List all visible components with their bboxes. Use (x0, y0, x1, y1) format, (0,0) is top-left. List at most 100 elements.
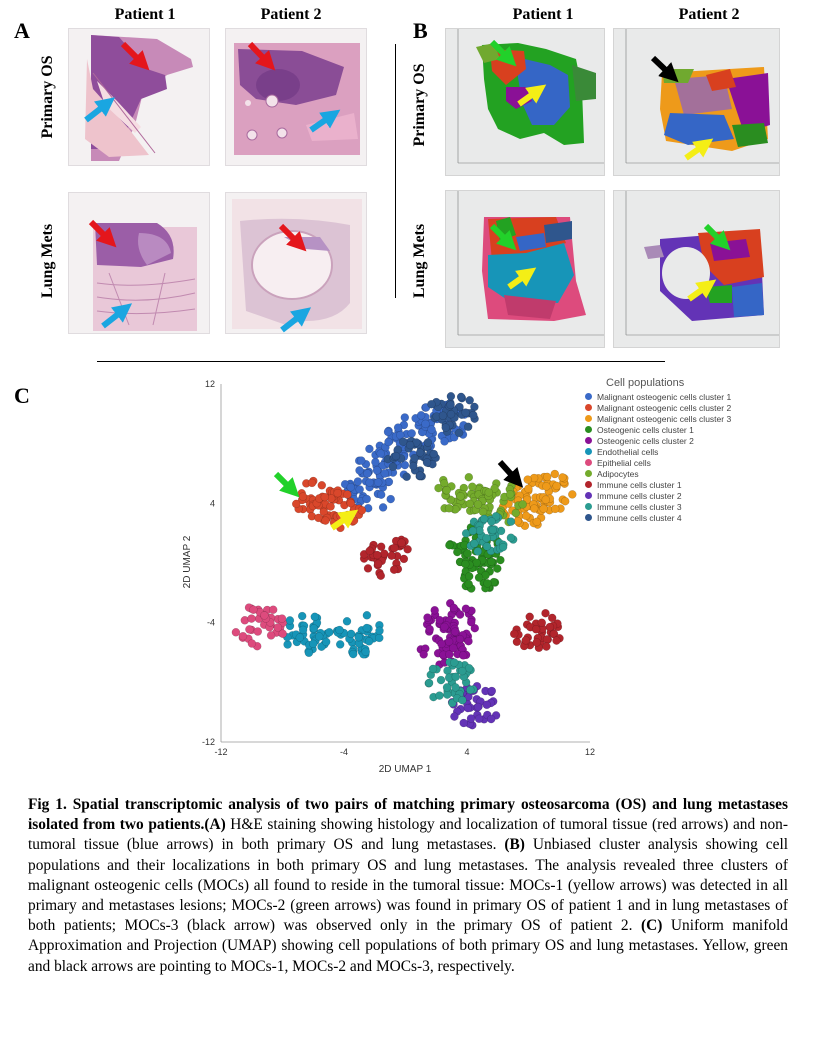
umap-point (346, 482, 356, 492)
umap-point (386, 494, 395, 504)
umap-point (545, 622, 555, 632)
umap-point (449, 643, 458, 653)
umap-point (376, 490, 386, 499)
red-arrow (88, 219, 117, 248)
umap-point (456, 392, 466, 402)
umap-point (314, 632, 324, 641)
caption-b-text: Unbiased cluster analysis showing cell p… (28, 836, 788, 935)
umap-point (402, 472, 411, 482)
spatial-plot-patient2-primary (613, 28, 780, 176)
umap-point (342, 617, 352, 626)
umap-point (321, 637, 331, 647)
panel-a-arrows (84, 41, 341, 333)
umap-point (260, 611, 269, 620)
umap-point (435, 691, 444, 700)
umap-point (268, 605, 278, 614)
umap-point (376, 542, 386, 551)
red-arrow (278, 223, 307, 252)
umap-point (415, 448, 425, 457)
caption-title: Fig 1. Spatial transcriptomic analysis o… (28, 796, 788, 834)
umap-point (247, 639, 257, 648)
umap-point (365, 546, 374, 556)
umap-point (511, 508, 521, 518)
umap-point (446, 409, 456, 419)
umap-point (521, 636, 531, 645)
umap-point (470, 623, 480, 633)
umap-point (231, 628, 241, 637)
legend-swatch (585, 470, 592, 478)
umap-point (531, 625, 541, 634)
umap-point (346, 629, 356, 639)
umap-point (454, 428, 464, 438)
umap-point (273, 623, 283, 632)
caption-a-label: (A) (204, 816, 226, 834)
umap-point (247, 614, 256, 623)
umap-point (423, 613, 432, 622)
umap-point (449, 603, 459, 613)
umap-point (487, 557, 496, 566)
legend-item: Adipocytes (585, 469, 765, 480)
green-arrow (273, 471, 300, 498)
umap-point (479, 514, 489, 524)
umap-point (461, 408, 470, 417)
umap-point (438, 411, 448, 420)
umap-point (446, 400, 455, 410)
umap-point (389, 565, 399, 574)
green-arrow (489, 223, 517, 251)
umap-point (524, 484, 533, 493)
legend-label: Osteogenic cells cluster 2 (597, 436, 694, 446)
legend-label: Osteogenic cells cluster 1 (597, 425, 694, 435)
umap-point (362, 494, 371, 504)
umap-point (451, 683, 460, 692)
umap-point (419, 650, 428, 659)
umap-point (552, 481, 561, 491)
umap-point (506, 533, 516, 542)
yellow-arrow (684, 138, 714, 161)
umap-x-tick-label: -12 (214, 747, 227, 757)
umap-point (295, 633, 305, 642)
umap-point (488, 525, 498, 535)
yellow-arrow (330, 509, 359, 531)
umap-point (482, 533, 491, 543)
umap-point (451, 672, 461, 682)
umap-point (461, 559, 470, 569)
umap-point (461, 604, 471, 613)
umap-point (363, 469, 372, 478)
blue-arrow (309, 109, 341, 133)
umap-point (355, 466, 364, 475)
umap-point (400, 413, 410, 422)
umap-point (465, 499, 475, 509)
legend-item: Malignant osteogenic cells cluster 3 (585, 414, 765, 425)
umap-point (362, 623, 372, 633)
umap-point (253, 627, 263, 636)
red-arrow (120, 41, 150, 71)
umap-point (304, 648, 314, 658)
umap-point (466, 617, 476, 627)
umap-point (466, 714, 476, 723)
legend-item: Epithelial cells (585, 458, 765, 469)
black-arrow (497, 459, 524, 488)
legend-item: Malignant osteogenic cells cluster 2 (585, 403, 765, 414)
umap-y-tick-label: -4 (207, 618, 215, 628)
umap-point (357, 456, 366, 465)
umap-x-tick-label: 12 (585, 747, 595, 757)
umap-point (355, 485, 364, 494)
legend-label: Malignant osteogenic cells cluster 3 (597, 414, 732, 424)
legend-label: Immune cells cluster 3 (597, 502, 682, 512)
legend-swatch (585, 415, 592, 423)
umap-point (372, 466, 382, 475)
umap-y-axis-label: 2D UMAP 2 (182, 535, 193, 588)
umap-point (512, 637, 522, 647)
umap-point (468, 482, 477, 491)
umap-point (380, 469, 390, 478)
umap-point (383, 427, 393, 437)
umap-point (457, 666, 467, 676)
red-arrow (247, 41, 276, 71)
figure-caption: Fig 1. Spatial transcriptomic analysis o… (28, 795, 788, 977)
legend-label: Malignant osteogenic cells cluster 2 (597, 403, 732, 413)
yellow-arrow (507, 267, 537, 290)
legend-swatch (585, 481, 592, 489)
legend-item: Immune cells cluster 1 (585, 480, 765, 491)
umap-point (483, 579, 492, 588)
umap-y-tick-label: -12 (202, 737, 215, 747)
